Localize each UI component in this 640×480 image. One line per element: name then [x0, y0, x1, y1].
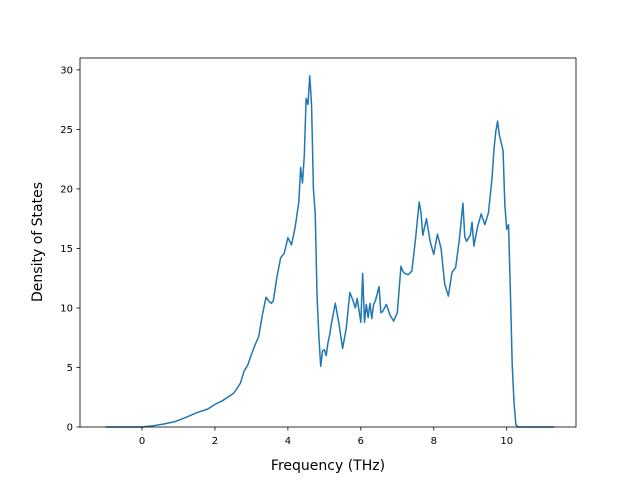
y-axis: 0 5 10 15 20 25 30 — [60, 65, 80, 434]
y-axis-label: Density of States — [30, 182, 46, 302]
series-layer — [105, 75, 555, 428]
x-tick-label: 6 — [358, 436, 364, 447]
plot-frame — [79, 57, 577, 428]
plot-area — [79, 57, 577, 428]
y-tick-label: 25 — [60, 125, 73, 136]
y-tick-label: 0 — [67, 423, 73, 434]
y-tick-label: 15 — [60, 244, 73, 255]
x-tick-label: 0 — [139, 436, 145, 447]
y-tick-label: 30 — [60, 65, 73, 76]
x-tick-label: 4 — [285, 436, 291, 447]
y-tick-label: 20 — [60, 184, 73, 195]
dos-series-line — [105, 75, 555, 428]
x-axis: 0 2 4 6 8 10 — [139, 427, 513, 447]
x-tick-label: 10 — [500, 436, 513, 447]
x-axis-label: Frequency (THz) — [271, 458, 385, 474]
plot-background — [80, 58, 576, 427]
x-tick-label: 2 — [212, 436, 218, 447]
y-tick-label: 5 — [67, 363, 73, 374]
y-tick-label: 10 — [60, 303, 73, 314]
x-tick-label: 8 — [431, 436, 437, 447]
